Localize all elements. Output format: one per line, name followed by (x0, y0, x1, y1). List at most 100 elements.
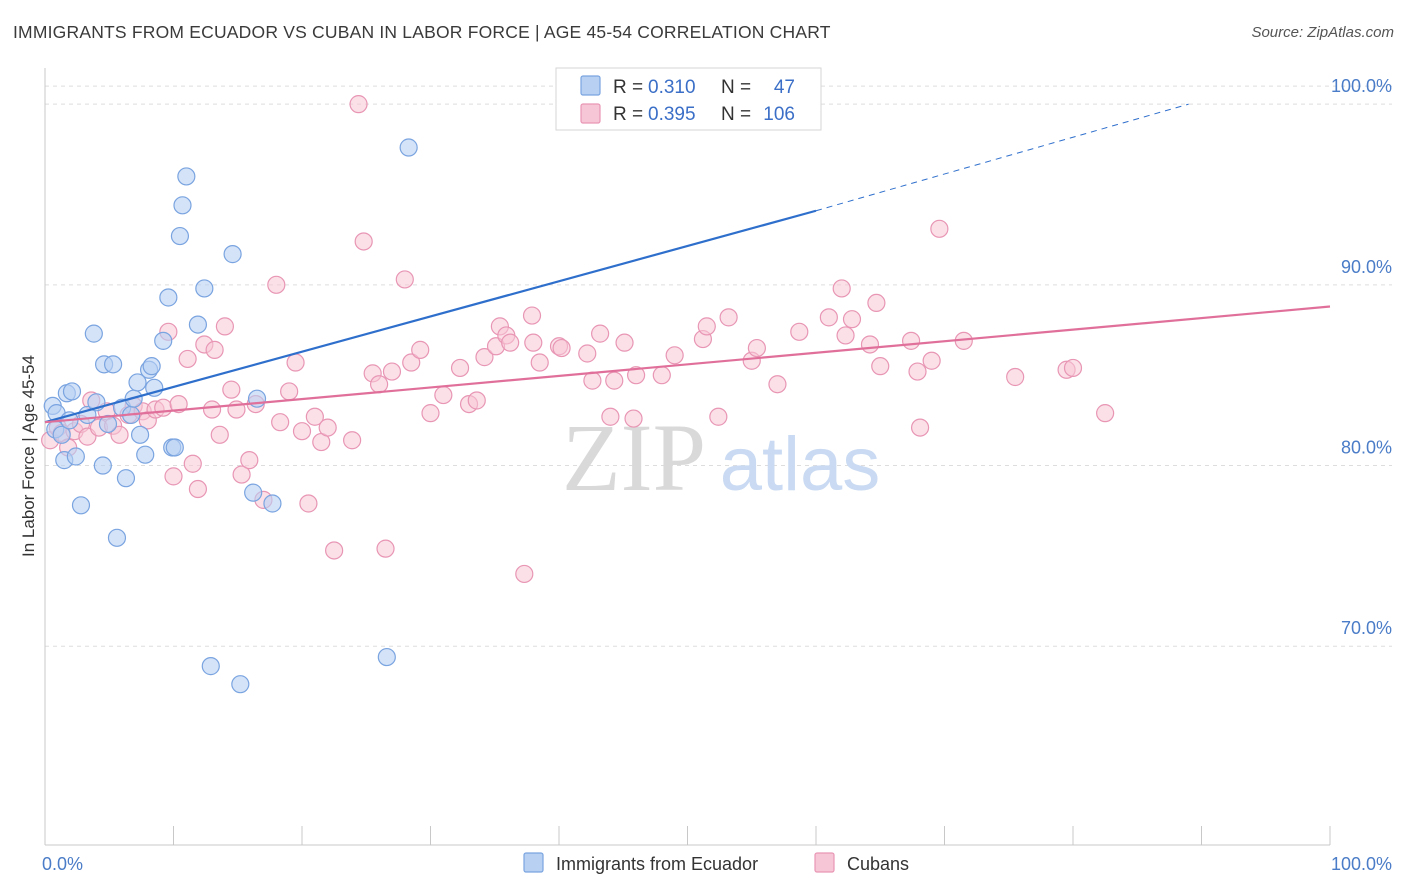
correlation-legend: R = 0.310 N = 47 R = 0.395 N = 106 (555, 67, 822, 131)
cuban-point (318, 418, 337, 437)
series-legend-label-cuban: Cubans (847, 854, 909, 874)
ecuador-point (93, 456, 112, 475)
cuban-point (709, 407, 728, 426)
ecuador-point (244, 483, 263, 502)
cuban-point (164, 467, 183, 486)
cuban-point (154, 398, 173, 417)
cuban-trend-line (44, 305, 1331, 424)
ecuador-trend-line (44, 209, 817, 424)
watermark-atlas: atlas (720, 422, 881, 507)
cuban-point (411, 340, 430, 359)
cuban-point (286, 353, 305, 372)
cuban-point (382, 362, 402, 381)
ecuador-point (66, 447, 85, 466)
cuban-point (215, 317, 234, 336)
cuban-point (552, 338, 571, 358)
cuban-point (210, 425, 229, 444)
cuban-point (169, 394, 188, 414)
ecuador-point (195, 279, 214, 298)
ecuador-point (130, 425, 150, 444)
ecuador-trend-extension (815, 103, 1189, 212)
ecuador-point (84, 324, 103, 343)
y-tick-label-3: 100.0% (1331, 76, 1392, 96)
cuban-point (267, 275, 286, 294)
cuban-point (202, 400, 222, 419)
ecuador-point (231, 675, 250, 694)
cuban-point (222, 380, 241, 399)
ecuador-point (104, 355, 123, 374)
legend-n-value-ecuador: 47 (774, 77, 795, 98)
ecuador-point (128, 373, 147, 392)
cuban-point (376, 539, 395, 558)
legend-r-value-cuban: 0.395 (648, 104, 696, 125)
legend-r-label-ecuador: R = (613, 77, 643, 98)
trend-lines (44, 103, 1331, 424)
cuban-point (591, 324, 610, 343)
cuban-point (205, 340, 224, 359)
ecuador-point (263, 494, 282, 513)
ecuador-point (399, 138, 418, 157)
ecuador-point (177, 167, 196, 186)
cuban-point (790, 322, 809, 341)
cuban-point (325, 541, 344, 560)
axes (44, 68, 1331, 846)
legend-n-label-ecuador: N = (721, 77, 751, 98)
series-legend-swatch-cuban (814, 852, 835, 873)
cuban-point (421, 404, 440, 423)
ecuador-point (170, 226, 190, 246)
x-tick-label-max: 100.0% (1331, 854, 1392, 874)
cuban-point (467, 391, 486, 410)
cuban-point (402, 353, 421, 372)
cuban-point (605, 371, 624, 390)
ecuador-point (223, 245, 242, 264)
cuban-point (280, 382, 299, 401)
cuban-point (434, 385, 453, 405)
ecuador-points (43, 95, 817, 694)
y-tick-label-2: 90.0% (1341, 257, 1392, 277)
cuban-point (524, 333, 543, 352)
cuban-point (832, 279, 851, 298)
cuban-point (501, 333, 520, 352)
cuban-point (354, 232, 373, 251)
cuban-point (515, 564, 534, 584)
cuban-point (370, 375, 389, 394)
cuban-point (343, 431, 362, 450)
cuban-point (522, 306, 542, 325)
series-legend-label-ecuador: Immigrants from Ecuador (556, 854, 758, 874)
ecuador-point (107, 528, 127, 547)
cuban-point (292, 422, 312, 441)
source-label: Source: ZipAtlas.com (1251, 24, 1394, 41)
cuban-point (819, 308, 838, 327)
cuban-point (719, 308, 738, 327)
cuban-point (626, 366, 646, 385)
cuban-point (652, 366, 671, 385)
cuban-point (910, 418, 930, 437)
y-tick-label-0: 70.0% (1341, 618, 1392, 638)
cuban-point (475, 348, 494, 367)
cuban-point (1096, 404, 1115, 423)
cuban-point (624, 409, 643, 428)
watermark: ZIP atlas (562, 404, 880, 511)
legend-r-value-ecuador: 0.310 (648, 77, 696, 98)
legend-n-value-cuban: 106 (763, 104, 795, 125)
cuban-point (697, 317, 716, 336)
cuban-point (901, 331, 921, 350)
y-axis-label: In Labor Force | Age 45-54 (19, 355, 38, 557)
ecuador-point (136, 445, 155, 464)
y-tick-labels: 70.0% 80.0% 90.0% 100.0% (1331, 76, 1392, 638)
cuban-point (1063, 358, 1083, 378)
ecuador-point (52, 425, 71, 444)
cuban-point (860, 335, 880, 354)
ecuador-point (116, 469, 136, 488)
cuban-points (41, 95, 1115, 584)
cuban-point (836, 326, 855, 345)
ecuador-point (165, 438, 184, 457)
cuban-point (842, 310, 862, 329)
cuban-point (395, 270, 414, 289)
cuban-point (867, 293, 886, 313)
cuban-point (578, 344, 597, 363)
cuban-point (665, 346, 684, 365)
series-legend: Immigrants from Ecuador Cubans (523, 852, 909, 874)
cuban-point (768, 375, 787, 394)
cuban-point (601, 407, 620, 426)
